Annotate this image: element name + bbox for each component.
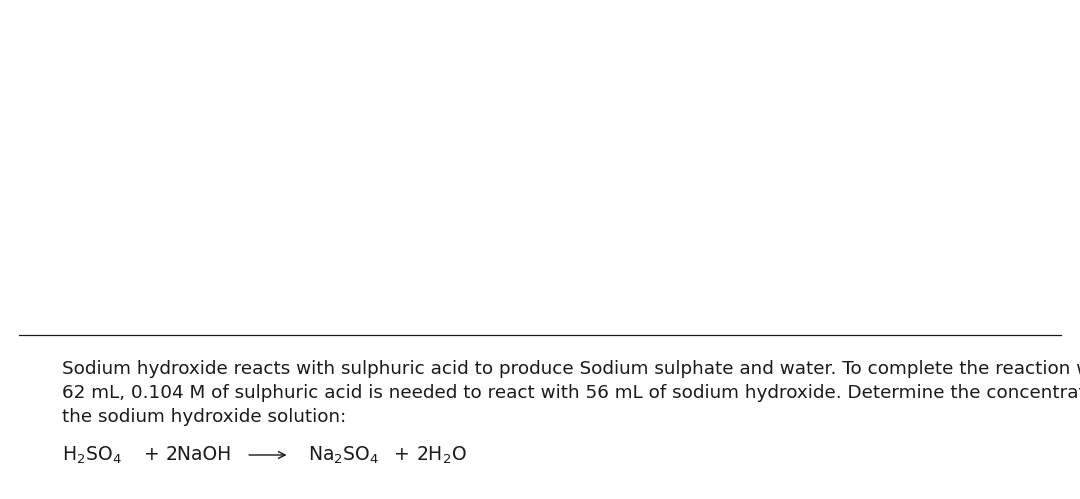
Text: 2H$_2$O: 2H$_2$O: [416, 444, 467, 466]
Text: Na$_2$SO$_4$: Na$_2$SO$_4$: [308, 444, 379, 466]
Text: +: +: [394, 446, 410, 465]
Text: 2NaOH: 2NaOH: [165, 446, 231, 465]
Text: 62 mL, 0.104 M of sulphuric acid is needed to react with 56 mL of sodium hydroxi: 62 mL, 0.104 M of sulphuric acid is need…: [62, 384, 1080, 402]
Text: +: +: [144, 446, 160, 465]
Text: H$_2$SO$_4$: H$_2$SO$_4$: [62, 444, 121, 466]
Text: the sodium hydroxide solution:: the sodium hydroxide solution:: [62, 408, 346, 426]
Text: Sodium hydroxide reacts with sulphuric acid to produce Sodium sulphate and water: Sodium hydroxide reacts with sulphuric a…: [62, 360, 1080, 378]
